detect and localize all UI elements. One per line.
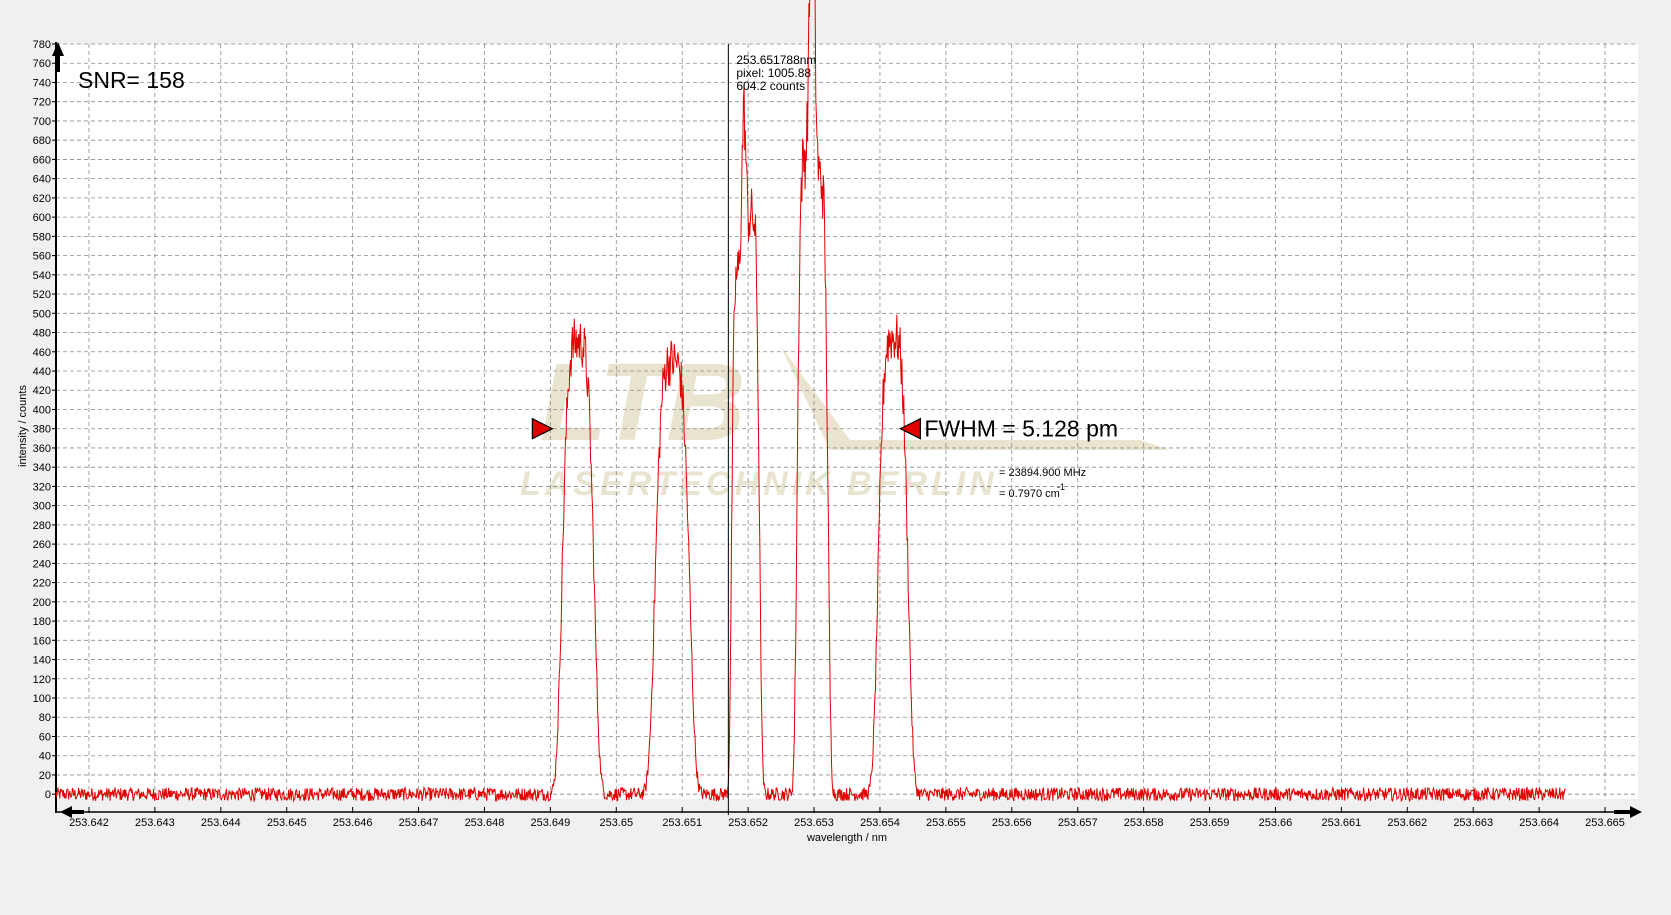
arrow-left-icon[interactable] bbox=[60, 806, 84, 818]
watermark-logo: LTB bbox=[540, 341, 746, 464]
y-tick-label: 480 bbox=[33, 328, 51, 340]
y-tick-label: 200 bbox=[33, 597, 51, 609]
x-tick-label: 253.649 bbox=[530, 817, 570, 829]
x-tick-label: 253.655 bbox=[926, 817, 966, 829]
y-tick-label: 680 bbox=[33, 135, 51, 147]
snr-annotation: SNR= 158 bbox=[78, 67, 185, 93]
x-tick-label: 253.648 bbox=[465, 817, 505, 829]
y-tick-label: 0 bbox=[45, 789, 51, 801]
x-tick-label: 253.654 bbox=[860, 817, 900, 829]
x-tick-label: 253.657 bbox=[1058, 817, 1098, 829]
y-tick-label: 620 bbox=[33, 193, 51, 205]
fwhm-frequency: = 23894.900 MHz bbox=[999, 467, 1086, 479]
y-tick-label: 560 bbox=[33, 251, 51, 263]
y-tick-label: 100 bbox=[33, 693, 51, 705]
y-tick-label: 740 bbox=[33, 77, 51, 89]
x-tick-label: 253.651 bbox=[662, 817, 702, 829]
grid bbox=[56, 43, 1638, 799]
y-tick-label: 80 bbox=[39, 712, 51, 724]
x-axis-label: wavelength / nm bbox=[806, 832, 887, 844]
x-tick-label: 253.642 bbox=[69, 817, 109, 829]
x-tick-label: 253.653 bbox=[794, 817, 834, 829]
y-tick-label: 660 bbox=[33, 154, 51, 166]
y-tick-label: 40 bbox=[39, 751, 51, 763]
y-tick-label: 540 bbox=[33, 270, 51, 282]
x-tick-label: 253.665 bbox=[1585, 817, 1625, 829]
x-tick-label: 253.645 bbox=[267, 817, 307, 829]
x-tick-label: 253.664 bbox=[1519, 817, 1559, 829]
cursor-counts-readout: 604.2 counts bbox=[736, 79, 805, 93]
axes bbox=[52, 42, 1638, 813]
arrow-right-icon[interactable] bbox=[1614, 806, 1642, 818]
fwhm-wavenumber-superscript: -1 bbox=[1057, 482, 1065, 492]
y-tick-label: 220 bbox=[33, 578, 51, 590]
series-layer bbox=[55, 0, 1566, 803]
x-tick-label: 253.643 bbox=[135, 817, 175, 829]
plot-area bbox=[56, 44, 1638, 799]
x-tick-label: 253.66 bbox=[1259, 817, 1293, 829]
x-tick-label: 253.663 bbox=[1453, 817, 1493, 829]
fwhm-right-marker[interactable] bbox=[899, 417, 921, 440]
y-tick-label: 120 bbox=[33, 674, 51, 686]
y-tick-label: 60 bbox=[39, 731, 51, 743]
y-tick-label: 260 bbox=[33, 539, 51, 551]
cursor-pixel-readout: pixel: 1005.88 bbox=[736, 66, 811, 80]
y-tick-labels: 0 20 40 60 80 100 120 140 160 180 200 220 240 260 280 3… bbox=[33, 39, 51, 801]
fwhm-annotation: FWHM = 5.128 pm bbox=[924, 416, 1118, 442]
y-tick-label: 700 bbox=[33, 116, 51, 128]
x-tick-label: 253.659 bbox=[1190, 817, 1230, 829]
x-axis-scroll-arrows[interactable] bbox=[60, 806, 1642, 818]
x-tick-label: 253.647 bbox=[399, 817, 439, 829]
y-tick-label: 420 bbox=[33, 385, 51, 397]
fwhm-wavenumber: = 0.7970 cm bbox=[999, 488, 1060, 500]
y-tick-label: 580 bbox=[33, 231, 51, 243]
y-tick-label: 240 bbox=[33, 558, 51, 570]
cursor-wavelength-readout: 253.651788nm bbox=[736, 53, 816, 67]
y-tick-label: 140 bbox=[33, 655, 51, 667]
x-tick-label: 253.656 bbox=[992, 817, 1032, 829]
x-tick-label: 253.646 bbox=[333, 817, 373, 829]
x-tick-label: 253.658 bbox=[1124, 817, 1164, 829]
x-tick-label: 253.661 bbox=[1321, 817, 1361, 829]
y-tick-label: 780 bbox=[33, 39, 51, 51]
y-tick-label: 340 bbox=[33, 462, 51, 474]
y-tick-label: 600 bbox=[33, 212, 51, 224]
y-tick-label: 400 bbox=[33, 404, 51, 416]
x-tick-label: 253.65 bbox=[599, 817, 633, 829]
y-tick-label: 440 bbox=[33, 366, 51, 378]
y-tick-label: 280 bbox=[33, 520, 51, 532]
watermark-subtext: LASERTECHNIK BERLIN bbox=[520, 465, 998, 503]
arrow-up-icon[interactable] bbox=[52, 42, 64, 72]
y-tick-label: 360 bbox=[33, 443, 51, 455]
fwhm-left-marker[interactable] bbox=[531, 417, 554, 440]
y-tick-label: 760 bbox=[33, 58, 51, 70]
y-tick-label: 520 bbox=[33, 289, 51, 301]
watermark: LTB LASERTECHNIK BERLIN bbox=[520, 341, 1170, 503]
x-tick-label: 253.644 bbox=[201, 817, 241, 829]
y-tick-label: 180 bbox=[33, 616, 51, 628]
y-tick-label: 160 bbox=[33, 635, 51, 647]
y-tick-label: 500 bbox=[33, 308, 51, 320]
y-tick-label: 20 bbox=[39, 770, 51, 782]
y-tick-label: 300 bbox=[33, 501, 51, 513]
y-tick-label: 320 bbox=[33, 481, 51, 493]
x-tick-labels: 253.642 253.643 253.644 253.645 253.646 253.6… bbox=[69, 817, 1625, 829]
y-tick-label: 720 bbox=[33, 97, 51, 109]
y-tick-label: 640 bbox=[33, 174, 51, 186]
y-tick-label: 460 bbox=[33, 347, 51, 359]
y-axis-label: intensity / counts bbox=[17, 385, 29, 467]
x-tick-label: 253.662 bbox=[1387, 817, 1427, 829]
x-tick-label: 253.652 bbox=[728, 817, 768, 829]
series-line-0 bbox=[55, 0, 1566, 803]
y-tick-label: 380 bbox=[33, 424, 51, 436]
